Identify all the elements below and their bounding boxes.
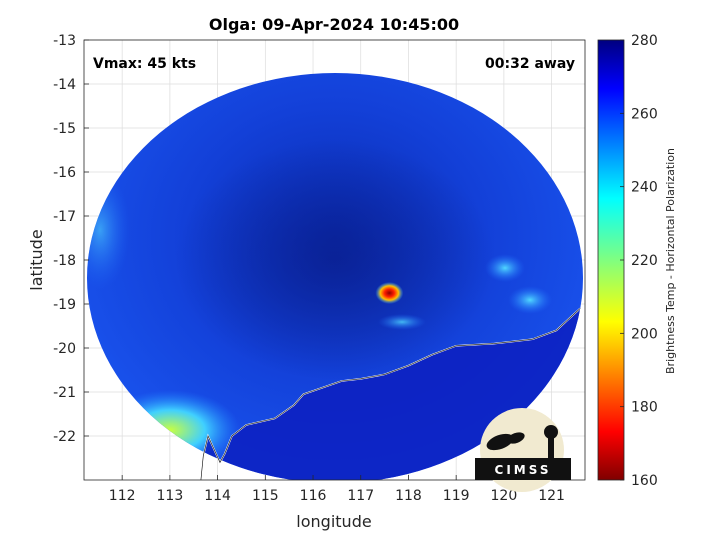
x-axis-label: longitude xyxy=(296,512,371,531)
tower-top-icon xyxy=(544,425,558,439)
y-tick-label: -20 xyxy=(53,341,76,357)
colorbar-tick-label: 280 xyxy=(631,33,658,49)
logo-banner xyxy=(475,458,571,480)
x-tick-label: 119 xyxy=(443,488,470,504)
cyan-patch-east-1 xyxy=(485,254,525,282)
y-tick-label: -18 xyxy=(53,253,76,269)
satellite-dish-small-icon xyxy=(507,432,525,444)
cyan-band-south-of-eye xyxy=(378,314,426,330)
time-away-annotation: 00:32 away xyxy=(485,56,575,72)
cyan-patch-east-2 xyxy=(508,286,552,314)
x-tick-label: 120 xyxy=(491,488,518,504)
cimss-logo: CIMSS xyxy=(475,408,571,492)
x-tick-label: 118 xyxy=(395,488,422,504)
x-tick-label: 113 xyxy=(157,488,184,504)
tower-icon xyxy=(548,436,554,458)
satellite-dish-icon xyxy=(486,433,514,451)
x-tick-label: 114 xyxy=(204,488,231,504)
colorbar-label: Brightness Temp - Horizontal Polarizatio… xyxy=(664,148,677,374)
colorbar xyxy=(597,39,625,481)
y-tick-label: -21 xyxy=(53,385,76,401)
x-tick-label: 117 xyxy=(347,488,374,504)
chart-title: Olga: 09-Apr-2024 10:45:00 xyxy=(209,15,459,34)
storm-eye xyxy=(375,282,404,304)
y-tick-label: -22 xyxy=(53,429,76,445)
coastline-outline xyxy=(200,308,581,480)
y-tick-label: -17 xyxy=(53,209,76,225)
colorbar-tick-label: 180 xyxy=(631,400,658,416)
colorbar-tick-label: 240 xyxy=(631,180,658,196)
x-tick-label: 121 xyxy=(538,488,565,504)
colorbar-tick-label: 220 xyxy=(631,253,658,269)
x-tick-label: 116 xyxy=(300,488,327,504)
y-tick-label: -13 xyxy=(53,33,76,49)
y-ticks: -13 -14 -15 -16 -17 -18 -19 -20 -21 -22 xyxy=(53,33,89,445)
x-tick-label: 115 xyxy=(252,488,279,504)
cyan-patch-west xyxy=(87,170,130,290)
y-tick-label: -16 xyxy=(53,165,76,181)
vmax-annotation: Vmax: 45 kts xyxy=(93,56,196,72)
x-tick-label: 112 xyxy=(109,488,136,504)
colorbar-tick-label: 160 xyxy=(631,473,658,489)
y-tick-label: -19 xyxy=(53,297,76,313)
x-ticks: 112 113 114 115 116 117 118 119 120 121 xyxy=(109,475,565,504)
y-tick-label: -15 xyxy=(53,121,76,137)
cold-cloud-ring xyxy=(175,140,495,380)
colorbar-ticks: 280 260 240 220 200 180 160 xyxy=(620,33,658,489)
y-tick-label: -14 xyxy=(53,77,76,93)
logo-text: CIMSS xyxy=(495,463,552,477)
colorbar-tick-label: 200 xyxy=(631,326,658,342)
y-axis-label: latitude xyxy=(27,229,46,290)
colorbar-tick-label: 260 xyxy=(631,106,658,122)
